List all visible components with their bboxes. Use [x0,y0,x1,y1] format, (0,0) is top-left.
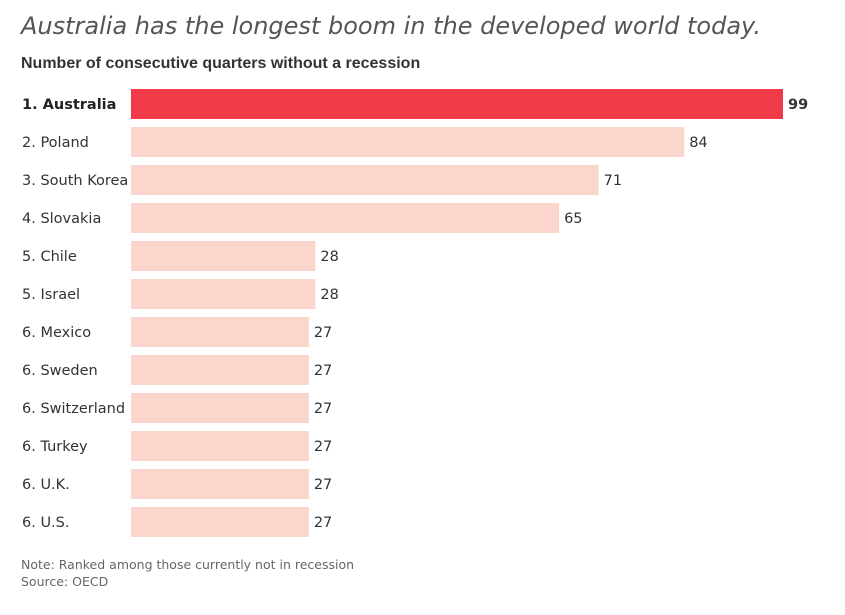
chart-title: Australia has the longest boom in the de… [21,12,761,40]
chart-source: Source: OECD [21,574,109,589]
category-label: 6. Mexico [22,325,91,341]
category-label: 6. U.K. [22,477,70,493]
bar [131,317,309,347]
bar [131,469,309,499]
bar [131,279,316,309]
value-label: 27 [314,363,332,379]
value-label: 28 [320,249,338,265]
bar [131,89,783,119]
value-label: 27 [314,439,332,455]
value-label: 84 [689,135,707,151]
chart-subtitle: Number of consecutive quarters without a… [21,55,421,72]
value-label: 99 [788,97,808,113]
value-label: 27 [314,515,332,531]
bar [131,355,309,385]
value-label: 65 [564,211,582,227]
category-label: 4. Slovakia [22,211,101,227]
bar [131,203,560,233]
category-label: 3. South Korea [22,173,128,189]
bar [131,127,685,157]
category-label: 6. Sweden [22,363,98,379]
value-label: 71 [604,173,622,189]
bar [131,241,316,271]
category-label: 6. Switzerland [22,401,125,417]
category-label: 1. Australia [22,97,116,113]
value-label: 27 [314,401,332,417]
category-label: 2. Poland [22,135,89,151]
bar [131,165,599,195]
category-label: 5. Israel [22,287,80,303]
bar [131,393,309,423]
bar [131,431,309,461]
value-label: 28 [320,287,338,303]
category-label: 6. Turkey [22,439,88,455]
value-label: 27 [314,325,332,341]
category-label: 6. U.S. [22,515,69,531]
value-label: 27 [314,477,332,493]
category-label: 5. Chile [22,249,77,265]
bar [131,507,309,537]
chart-note: Note: Ranked among those currently not i… [21,557,355,572]
